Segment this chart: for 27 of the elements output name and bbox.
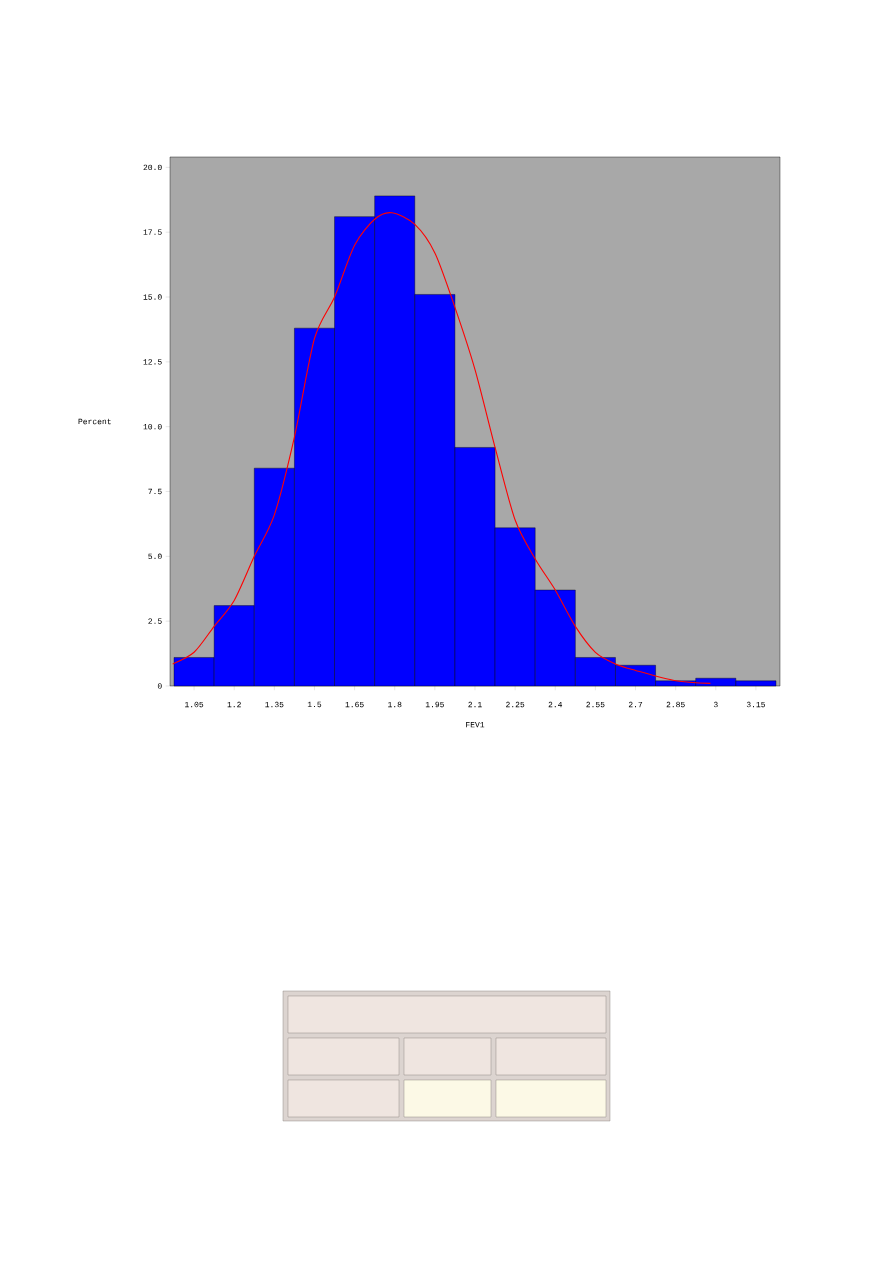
y-tick-label: 17.5 xyxy=(143,229,162,235)
x-tick-label: 1.35 xyxy=(265,701,284,708)
y-axis-title: Percent xyxy=(78,418,111,425)
y-tick-label: 10.0 xyxy=(143,423,162,430)
x-tick-label: 1.05 xyxy=(185,701,204,708)
y-tick-label: 0 xyxy=(157,683,162,689)
y-tick-label: 12.5 xyxy=(143,359,162,365)
x-tick-label: 1.95 xyxy=(425,701,444,708)
x-tick-label: 2.7 xyxy=(628,701,643,708)
x-tick-label: 2.85 xyxy=(666,701,685,708)
line-series xyxy=(172,212,711,684)
x-tick-label: 1.8 xyxy=(388,701,402,708)
x-tick-label: 1.2 xyxy=(227,701,241,708)
y-tick-label: 5.0 xyxy=(148,553,162,560)
y-tick-label: 2.5 xyxy=(148,618,162,624)
x-tick-label: 2.1 xyxy=(468,701,482,708)
x-tick-label: 3 xyxy=(713,701,718,708)
x-axis-title: FEV1 xyxy=(466,722,485,728)
x-tick-label: 1.65 xyxy=(345,701,364,708)
y-tick-label: 15.0 xyxy=(143,294,162,300)
x-tick-label: 3.15 xyxy=(746,701,766,708)
x-tick-label: 1.5 xyxy=(307,701,322,708)
x-tick-label: 2.55 xyxy=(586,701,605,708)
x-tick-label: 2.4 xyxy=(548,701,563,708)
y-tick-label: 7.5 xyxy=(148,488,162,495)
y-tick-label: 20.0 xyxy=(143,164,162,171)
x-tick-label: 2.25 xyxy=(506,701,525,708)
